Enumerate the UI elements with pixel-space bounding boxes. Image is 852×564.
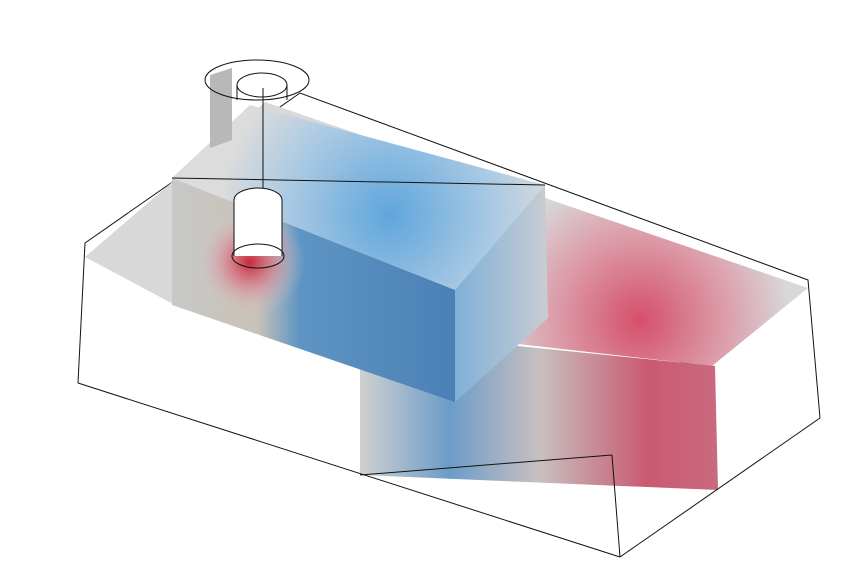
side-slice (455, 185, 548, 402)
plate (210, 68, 232, 148)
cylinders (204, 59, 310, 269)
top-region (172, 105, 545, 290)
wireframe-front (77, 177, 821, 558)
